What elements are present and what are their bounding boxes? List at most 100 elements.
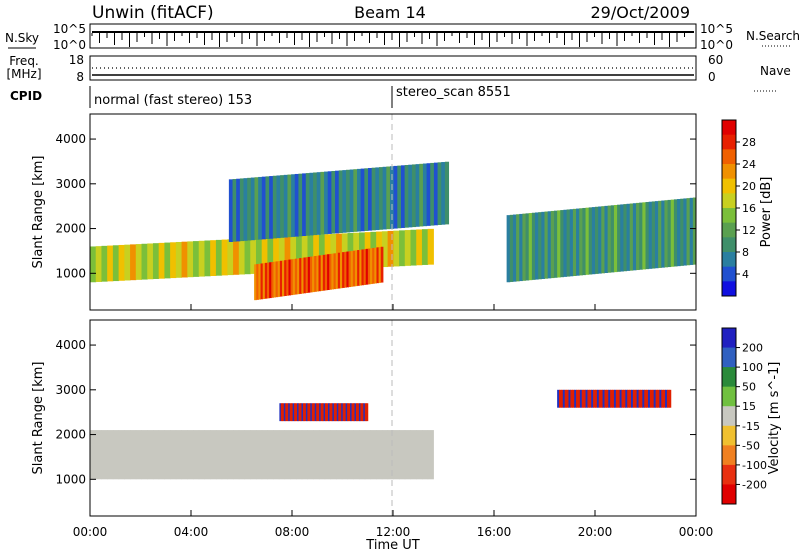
echo-cell bbox=[608, 389, 611, 408]
echo-cell bbox=[689, 197, 694, 265]
echo-cell bbox=[427, 228, 434, 265]
echo-cell bbox=[410, 430, 417, 480]
echo-cell bbox=[364, 403, 367, 422]
echo-cell bbox=[273, 236, 280, 273]
echo-cell bbox=[570, 389, 573, 408]
echo-cell bbox=[250, 430, 257, 480]
echo-cell bbox=[375, 167, 380, 231]
echo-cell bbox=[531, 212, 536, 280]
echo-cell bbox=[254, 177, 259, 240]
echo-cell bbox=[598, 206, 602, 274]
echo-cell bbox=[227, 239, 234, 276]
power-cbar-swatch bbox=[722, 178, 736, 194]
echo-cell bbox=[164, 242, 171, 279]
echo-cell bbox=[563, 209, 568, 277]
echo-cell bbox=[295, 403, 298, 422]
nave-tick-bottom: 0 bbox=[708, 70, 716, 84]
echo-cell bbox=[617, 204, 621, 272]
echo-cell bbox=[657, 389, 660, 408]
echo-cell bbox=[610, 389, 613, 408]
echo-cell bbox=[550, 210, 555, 279]
echo-cell bbox=[364, 430, 371, 480]
echo-cell bbox=[387, 430, 394, 480]
echo-cell bbox=[279, 403, 282, 422]
echo-cell bbox=[198, 430, 205, 480]
echo-cell bbox=[416, 430, 423, 480]
echo-cell bbox=[658, 200, 662, 268]
echo-cell bbox=[632, 203, 637, 271]
echo-cell bbox=[399, 230, 406, 267]
echo-cell bbox=[279, 260, 283, 297]
echo-cell bbox=[288, 259, 292, 296]
echo-cell bbox=[118, 430, 125, 480]
echo-cell bbox=[636, 202, 640, 271]
echo-cell bbox=[323, 403, 326, 422]
echo-cell bbox=[562, 389, 566, 408]
freq-tick-bottom: 8 bbox=[76, 70, 84, 84]
echo-cell bbox=[326, 403, 329, 422]
cbar-tick-label: 28 bbox=[742, 136, 756, 149]
echo-cell bbox=[415, 164, 420, 227]
echo-cell bbox=[386, 166, 391, 230]
echo-cell bbox=[299, 403, 302, 422]
echo-cell bbox=[426, 163, 431, 226]
nsky-panel: N.Sky 10^5 10^0 10^5 10^0 N.Search bbox=[5, 22, 800, 52]
echo-cell bbox=[348, 403, 351, 422]
echo-cell bbox=[285, 403, 288, 422]
echo-cell bbox=[360, 168, 365, 232]
echo-cell bbox=[233, 430, 240, 480]
echo-cell bbox=[512, 214, 517, 282]
echo-cell bbox=[210, 240, 217, 276]
echo-cell bbox=[387, 230, 394, 267]
echo-cell bbox=[307, 403, 310, 422]
echo-cell bbox=[124, 430, 131, 480]
echo-cell bbox=[292, 258, 296, 295]
echo-cell bbox=[519, 213, 523, 282]
echo-cell bbox=[236, 178, 241, 242]
echo-cell bbox=[649, 389, 653, 408]
power-cbar-swatch bbox=[722, 164, 736, 180]
echo-cell bbox=[309, 256, 313, 293]
echo-cell bbox=[361, 249, 365, 286]
echo-cell bbox=[692, 197, 697, 265]
echo-cell bbox=[187, 430, 194, 480]
echo-cell bbox=[629, 203, 634, 271]
echo-cell bbox=[528, 213, 533, 281]
x-tick-label: 04:00 bbox=[174, 525, 209, 539]
echo-cell bbox=[664, 200, 669, 268]
cbar-tick-label: 20 bbox=[742, 180, 756, 193]
echo-cell bbox=[353, 430, 360, 480]
echo-cell bbox=[329, 403, 332, 422]
echo-cell bbox=[244, 238, 251, 275]
echo-cell bbox=[310, 403, 313, 422]
echo-cell bbox=[666, 389, 670, 408]
echo-cell bbox=[324, 254, 328, 291]
echo-cell bbox=[284, 236, 291, 273]
freq-panel: Freq. [MHz] 18 8 60 0 Nave bbox=[6, 53, 791, 92]
cbar-tick-label: 16 bbox=[742, 202, 756, 215]
echo-cell bbox=[400, 165, 406, 228]
echo-cell bbox=[576, 389, 579, 408]
echo-cell bbox=[342, 170, 347, 233]
echo-cell bbox=[399, 430, 406, 480]
echo-cell bbox=[147, 243, 154, 280]
echo-cell bbox=[118, 244, 125, 281]
echo-cell bbox=[327, 254, 330, 291]
echo-cell bbox=[665, 389, 668, 408]
echo-cell bbox=[680, 198, 684, 266]
echo-cell bbox=[576, 208, 580, 276]
echo-cell bbox=[553, 210, 558, 278]
echo-cell bbox=[636, 389, 640, 408]
echo-cell bbox=[638, 389, 641, 408]
cpid-label: CPID bbox=[10, 89, 42, 103]
echo-cell bbox=[319, 403, 322, 422]
echo-cell bbox=[568, 389, 571, 408]
y-tick-label: 1000 bbox=[55, 472, 86, 486]
echo-cell bbox=[353, 403, 355, 422]
echo-cell bbox=[358, 430, 366, 480]
echo-cell bbox=[560, 210, 564, 278]
echo-cell bbox=[130, 430, 137, 480]
echo-cell bbox=[282, 260, 285, 297]
y-tick-label: 3000 bbox=[55, 177, 86, 191]
